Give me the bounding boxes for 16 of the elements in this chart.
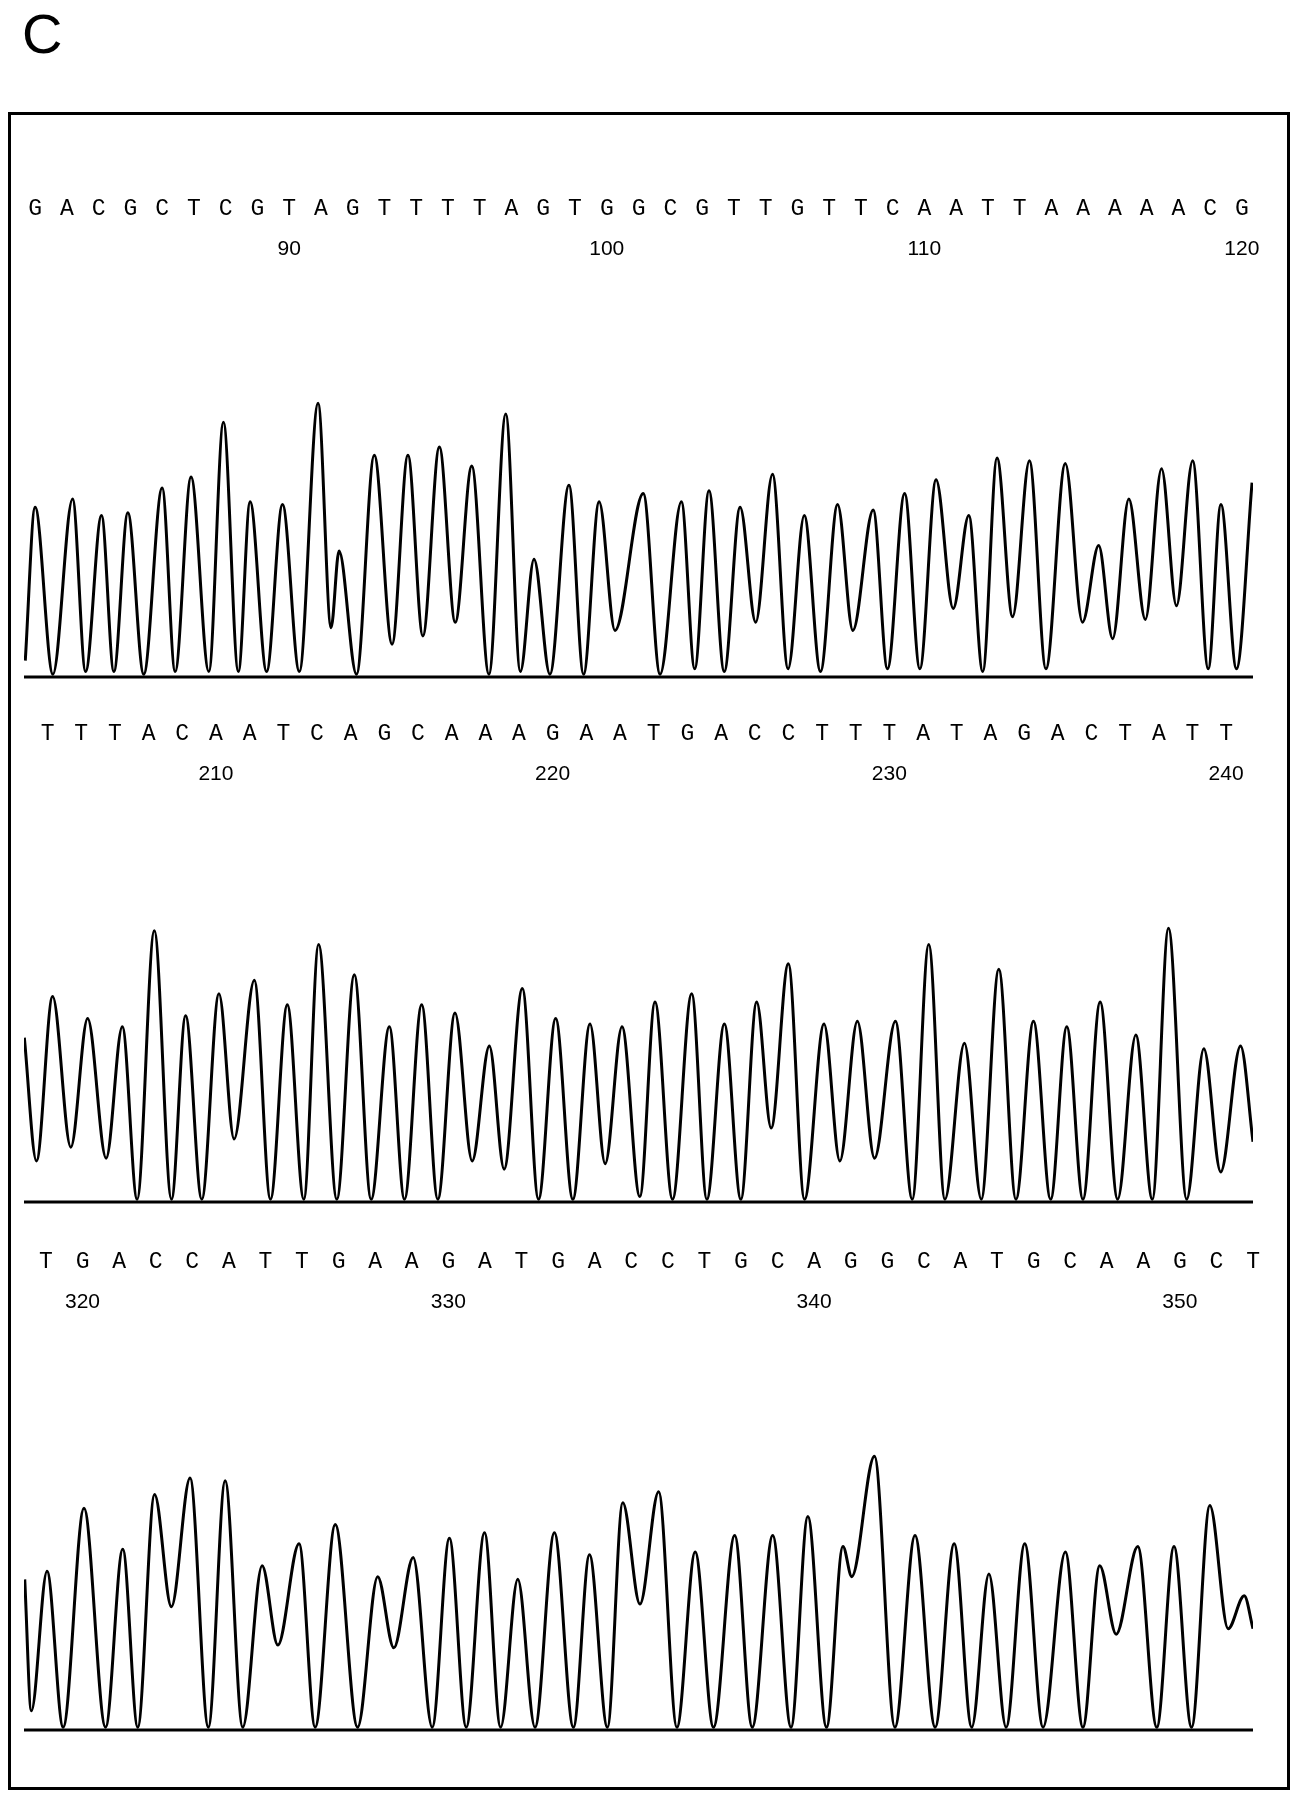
x-tick-label: 100: [589, 236, 625, 260]
chart-title: C: [22, 2, 63, 65]
x-tick-label: 90: [277, 236, 301, 260]
x-tick-label: 210: [198, 761, 234, 785]
x-tick-label: 330: [430, 1289, 466, 1313]
x-tick-label: 320: [65, 1289, 101, 1313]
x-tick-label: 220: [535, 761, 571, 785]
x-tick-label: 230: [871, 761, 907, 785]
x-tick-label: 240: [1208, 761, 1244, 785]
text: GACGCTCGTAGTTTTAGTGGCGTTGTTCAATTAAAAACG: [28, 196, 1267, 223]
x-tick-label: 340: [796, 1289, 832, 1313]
text: TTTACAATCAGCAAAGAATGACCTTTATAGACTATT: [40, 721, 1253, 748]
x-tick-label: 120: [1224, 236, 1260, 260]
x-tick-label: 350: [1162, 1289, 1198, 1313]
x-tick-label: 110: [907, 236, 942, 260]
text: TGACCATTGAAGATGACCTGCAGGCATGCAAGCT: [39, 1249, 1283, 1276]
